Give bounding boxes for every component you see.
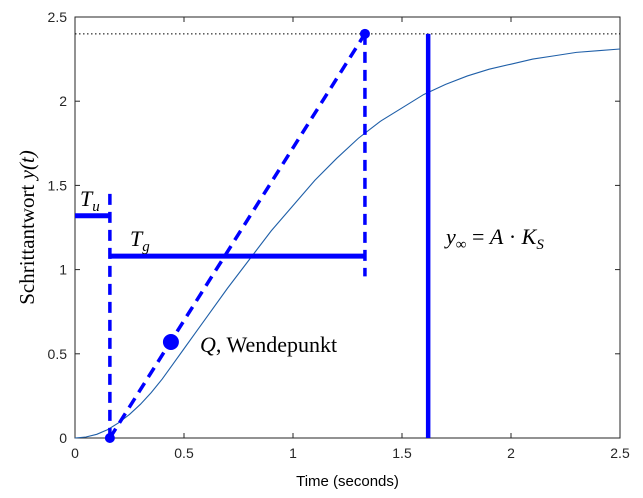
Tu-label-main: T — [80, 186, 94, 211]
x-tick-label: 2.5 — [610, 445, 630, 461]
x-axis-label: Time (seconds) — [296, 473, 399, 490]
y-infinity-label-sub: ∞ — [456, 237, 467, 253]
x-tick-label: 1.5 — [392, 445, 412, 461]
inflection-label: Q, Wendepunkt — [200, 332, 337, 357]
y-infinity-label-S: S — [536, 237, 544, 253]
inflection-label-symbol: Q — [200, 332, 216, 357]
inflection-point-marker — [162, 334, 179, 351]
x-tick-label: 0 — [71, 445, 79, 461]
y-tick-label: 2.5 — [48, 9, 68, 25]
y-infinity-label-eq: = — [466, 224, 489, 249]
y-infinity-label-y: y — [444, 224, 456, 249]
Tg-label-sub: g — [142, 239, 150, 255]
tangent-end-marker — [359, 28, 370, 39]
y-tick-label: 0.5 — [48, 346, 68, 362]
step-response-line — [74, 48, 621, 439]
Tg-label: Tg — [130, 226, 150, 255]
y-tick-label: 0 — [59, 430, 67, 446]
y-axis-label-text: Schrittantwort — [15, 179, 39, 304]
inflection-tangent-line — [108, 32, 367, 439]
axes: 0 0.5 1 1.5 2 2.5 0 0.5 1 1.5 2 2.5 Time (seconds) Sc… — [15, 9, 630, 490]
plot-area — [74, 28, 621, 443]
x-tick-label: 2 — [507, 445, 515, 461]
x-tick-label: 0.5 — [174, 445, 194, 461]
y-axis-label-math: y(t) — [15, 150, 39, 181]
x-tick-label: 1 — [289, 445, 297, 461]
axes-frame — [74, 16, 621, 439]
tangent-start-marker — [104, 433, 115, 443]
y-infinity-label-K: K — [521, 224, 538, 249]
y-axis-label: Schrittantwort y(t) — [15, 150, 39, 305]
y-tick-label: 2 — [59, 93, 67, 109]
inflection-label-text: , Wendepunkt — [216, 332, 337, 357]
y-infinity-label: y∞ = A · KS — [444, 224, 544, 253]
Tu-label: Tu — [80, 186, 100, 215]
Tg-label-main: T — [130, 226, 144, 251]
y-tick-label: 1 — [59, 262, 67, 278]
y-tick-label: 1.5 — [48, 177, 68, 193]
y-infinity-label-dot: · — [503, 224, 521, 249]
Tu-label-sub: u — [92, 199, 100, 215]
y-infinity-label-A: A — [488, 224, 504, 249]
